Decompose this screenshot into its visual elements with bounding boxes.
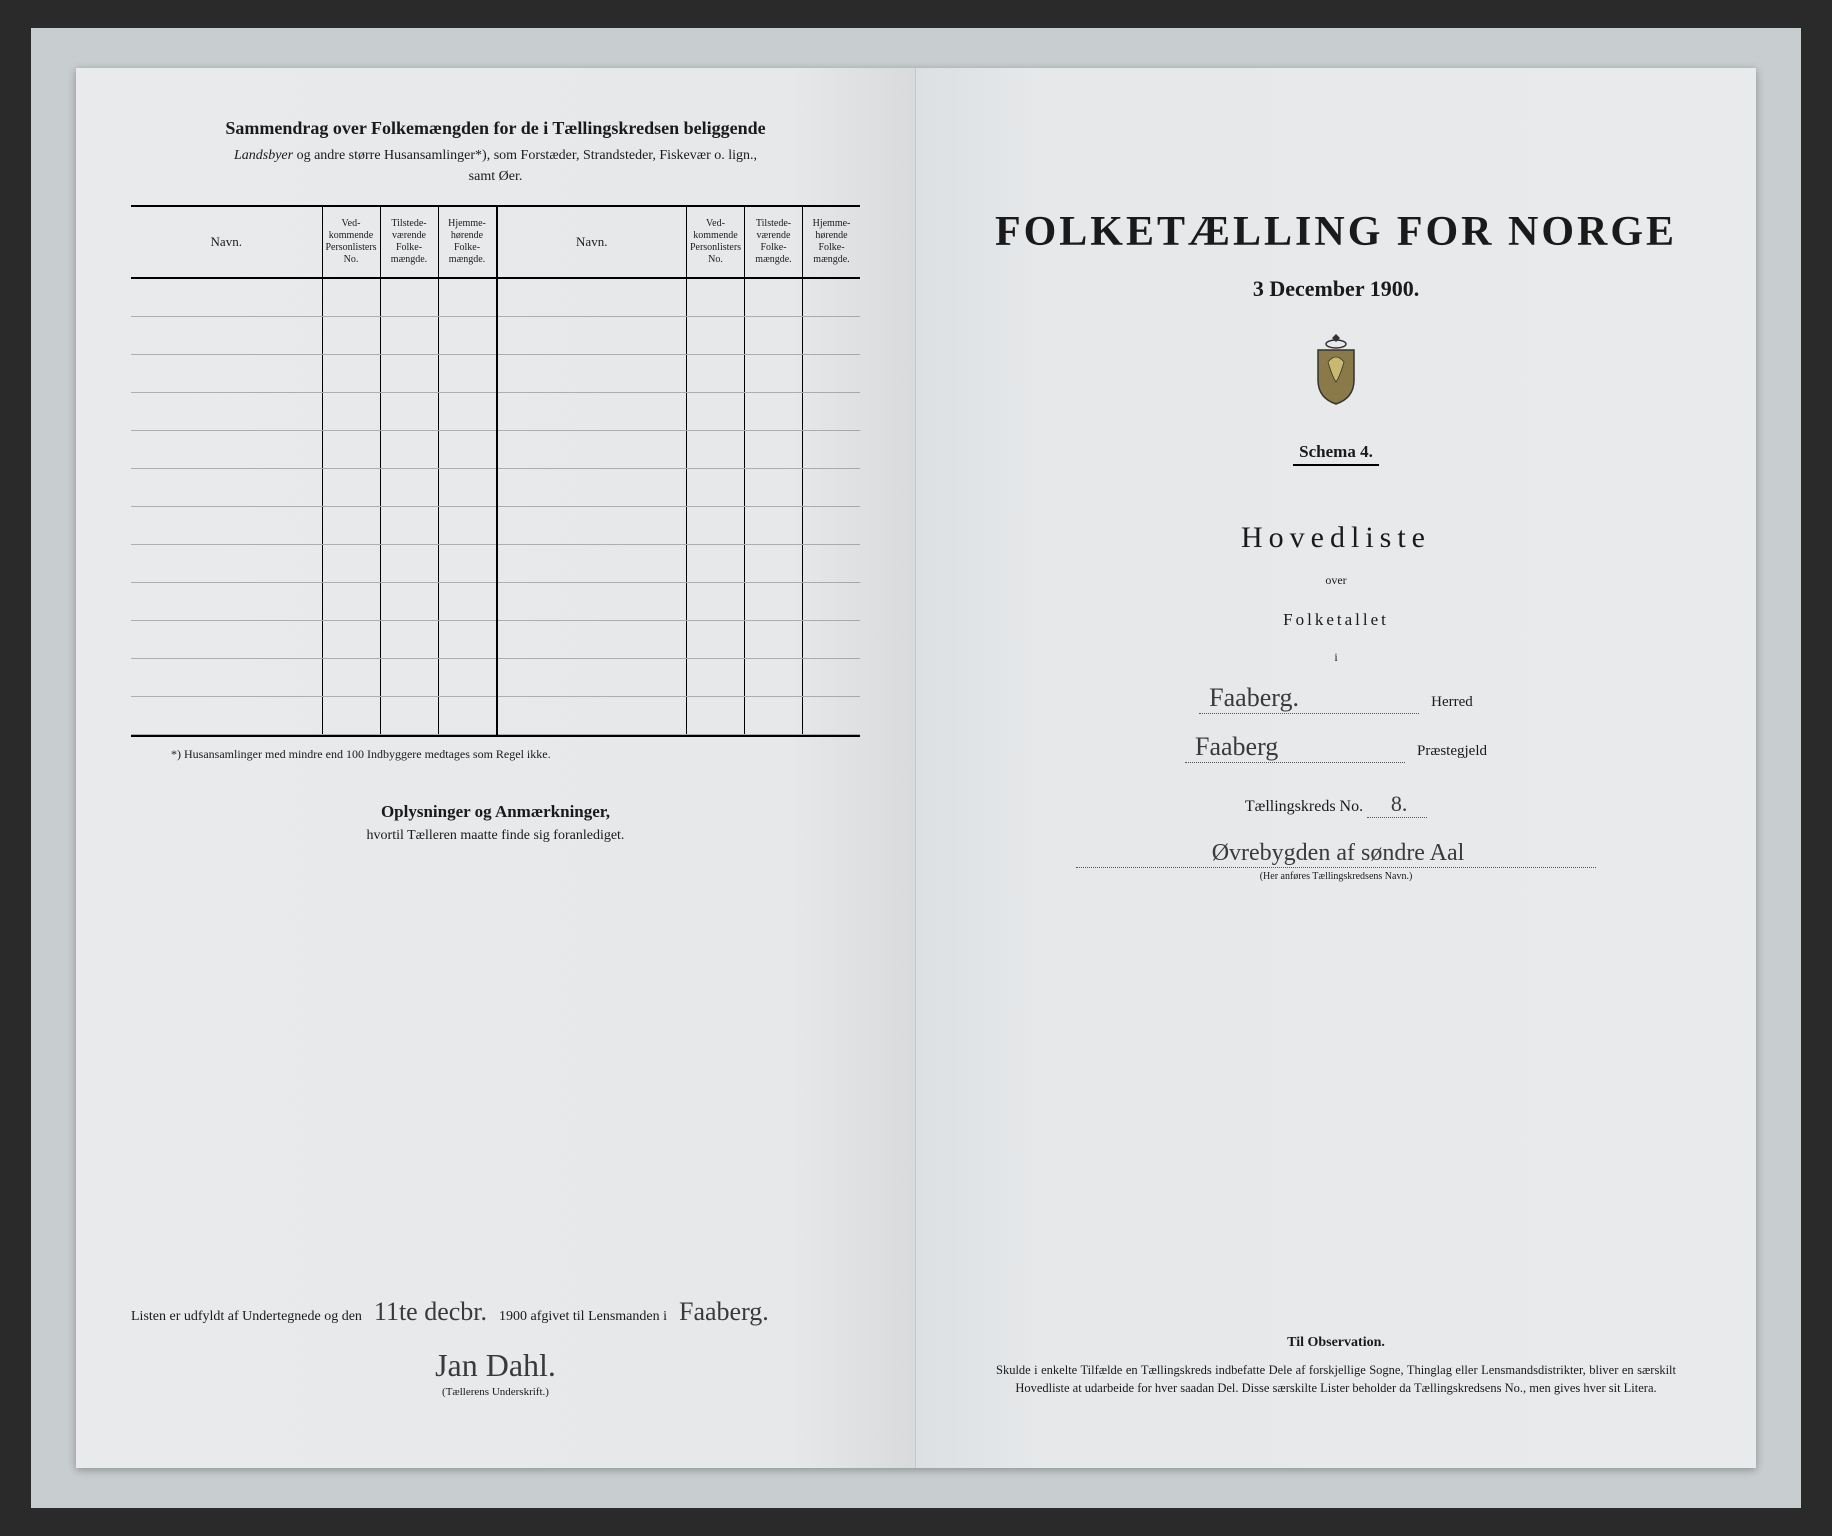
col-hjemme: Hjemme-hørende Folke-mængde. — [802, 207, 860, 277]
herred-value: Faaberg. — [1199, 683, 1419, 714]
subtitle-italic: Landsbyer — [234, 148, 293, 163]
table-row — [498, 697, 861, 735]
table-row — [498, 545, 861, 583]
praestegjeld-row: Faaberg Præstegjeld — [971, 732, 1701, 763]
signature-name: Jan Dahl. — [429, 1347, 562, 1383]
scan-background: Sammendrag over Folkemængden for de i Tæ… — [31, 28, 1801, 1508]
table-row — [131, 697, 496, 735]
table-row — [131, 469, 496, 507]
herred-label: Herred — [1431, 694, 1473, 711]
table-body-left — [131, 279, 496, 735]
document-spread: Sammendrag over Folkemængden for de i Tæ… — [76, 68, 1756, 1468]
left-title: Sammendrag over Folkemængden for de i Tæ… — [131, 118, 860, 139]
kreds-name-value: Øvrebygden af søndre Aal — [1076, 840, 1596, 868]
kreds-name-caption: (Her anføres Tællingskredsens Navn.) — [971, 871, 1701, 882]
schema-label: Schema 4. — [1293, 442, 1379, 466]
tkreds-row: Tællingskreds No. 8. — [971, 791, 1701, 818]
remarks-heading: Oplysninger og Anmærkninger, — [131, 802, 860, 822]
praeste-label: Præstegjeld — [1417, 743, 1487, 760]
census-date: 3 December 1900. — [971, 276, 1701, 302]
signature-caption: (Tællerens Underskrift.) — [131, 1386, 860, 1398]
observation-heading: Til Observation. — [996, 1335, 1676, 1351]
col-navn: Navn. — [498, 207, 687, 277]
col-personlister: Ved-kommende Personlisters No. — [322, 207, 380, 277]
col-navn: Navn. — [131, 207, 322, 277]
table-row — [131, 431, 496, 469]
folketallet-label: Folketallet — [971, 610, 1701, 630]
table-row — [131, 279, 496, 317]
subtitle-rest: og andre større Husansamlinger*), som Fo… — [293, 148, 757, 163]
table-right-half: Navn. Ved-kommende Personlisters No. Til… — [496, 207, 861, 735]
right-page: FOLKETÆLLING FOR NORGE 3 December 1900. … — [916, 68, 1756, 1468]
observation-text: Skulde i enkelte Tilfælde en Tællingskre… — [996, 1361, 1676, 1399]
table-row — [131, 621, 496, 659]
table-row — [498, 621, 861, 659]
table-row — [131, 393, 496, 431]
table-footnote: *) Husansamlinger med mindre end 100 Ind… — [131, 747, 860, 762]
left-page: Sammendrag over Folkemængden for de i Tæ… — [76, 68, 916, 1468]
table-row — [498, 583, 861, 621]
kreds-name-row: Øvrebygden af søndre Aal (Her anføres Tæ… — [971, 840, 1701, 882]
table-row — [131, 317, 496, 355]
subtitle-line2: samt Øer. — [469, 169, 523, 184]
summary-table: Navn. Ved-kommende Personlisters No. Til… — [131, 205, 860, 737]
census-title: FOLKETÆLLING FOR NORGE — [971, 208, 1701, 256]
table-row — [498, 317, 861, 355]
hovedliste-heading: Hovedliste — [971, 521, 1701, 555]
table-row — [131, 355, 496, 393]
table-left-half: Navn. Ved-kommende Personlisters No. Til… — [131, 207, 496, 735]
table-row — [498, 355, 861, 393]
tkreds-value: 8. — [1367, 791, 1427, 818]
table-row — [498, 469, 861, 507]
observation-section: Til Observation. Skulde i enkelte Tilfæl… — [996, 1335, 1676, 1399]
remarks-sub: hvortil Tælleren maatte finde sig foranl… — [131, 828, 860, 844]
table-row — [131, 659, 496, 697]
table-row — [498, 431, 861, 469]
sig-mid: 1900 afgivet til Lensmanden i — [499, 1309, 667, 1325]
herred-row: Faaberg. Herred — [971, 683, 1701, 714]
table-row — [131, 507, 496, 545]
col-hjemme: Hjemme-hørende Folke-mængde. — [438, 207, 496, 277]
coat-of-arms-icon — [1306, 332, 1366, 412]
signature-block: Listen er udfyldt af Undertegnede og den… — [131, 1297, 860, 1398]
table-row — [498, 393, 861, 431]
sig-date-handwritten: 11te decbr. — [368, 1297, 493, 1327]
i-label: i — [971, 650, 1701, 665]
left-subtitle: Landsbyer og andre større Husansamlinger… — [131, 145, 860, 187]
remarks-section: Oplysninger og Anmærkninger, hvortil Tæl… — [131, 802, 860, 844]
sig-prefix: Listen er udfyldt af Undertegnede og den — [131, 1309, 362, 1325]
table-body-right — [498, 279, 861, 735]
table-row — [131, 583, 496, 621]
tkreds-label: Tællingskreds No. — [1245, 798, 1363, 815]
table-row — [498, 279, 861, 317]
col-tilstede: Tilstede-værende Folke-mængde. — [744, 207, 802, 277]
table-row — [131, 545, 496, 583]
over-label: over — [971, 573, 1701, 588]
sig-place-handwritten: Faaberg. — [673, 1297, 775, 1327]
table-row — [498, 659, 861, 697]
praeste-value: Faaberg — [1185, 732, 1405, 763]
table-row — [498, 507, 861, 545]
col-personlister: Ved-kommende Personlisters No. — [686, 207, 744, 277]
col-tilstede: Tilstede-værende Folke-mængde. — [380, 207, 438, 277]
